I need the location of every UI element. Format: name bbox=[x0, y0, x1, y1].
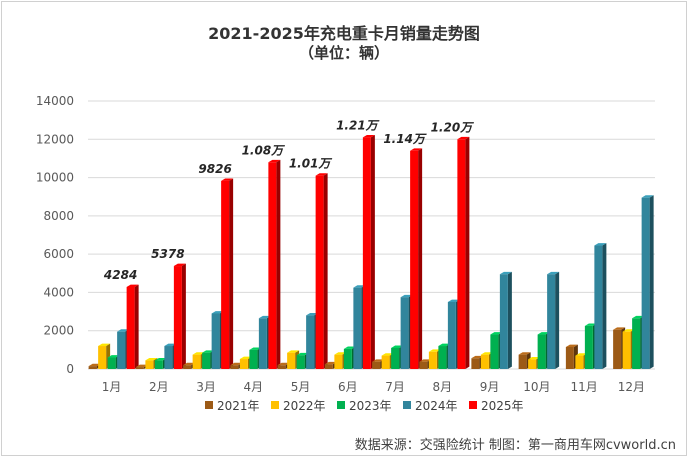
bar-2025年-7月 bbox=[410, 148, 423, 369]
legend-swatch bbox=[271, 401, 279, 409]
x-tick-label: 1月 bbox=[102, 380, 122, 394]
y-tick-label: 4000 bbox=[43, 285, 74, 299]
legend-item: 2021年 bbox=[205, 399, 260, 413]
chart-title: 2021-2025年充电重卡月销量走势图 bbox=[208, 24, 480, 43]
data-label: 1.21万 bbox=[336, 118, 380, 132]
y-tick-label: 14000 bbox=[36, 94, 74, 108]
legend-swatch bbox=[403, 401, 411, 409]
legend-item: 2022年 bbox=[271, 399, 326, 413]
y-tick-label: 8000 bbox=[43, 209, 74, 223]
data-label: 1.14万 bbox=[383, 132, 427, 146]
bars bbox=[88, 134, 654, 369]
legend-label: 2025年 bbox=[481, 399, 524, 413]
legend-item: 2025年 bbox=[469, 399, 524, 413]
legend: 2021年 2022年 2023年 2024年 2025年 bbox=[205, 399, 524, 413]
bar-2025年-4月 bbox=[268, 159, 281, 369]
legend-label: 2023年 bbox=[349, 399, 392, 413]
x-tick-label: 2月 bbox=[149, 380, 169, 394]
y-tick-label: 0 bbox=[66, 362, 74, 376]
x-axis: 1月 2月 3月 4月 5月 6月 7月 8月 9月 10月 11月 12月 bbox=[102, 380, 645, 394]
x-tick-label: 9月 bbox=[480, 380, 500, 394]
x-tick-label: 10月 bbox=[523, 380, 550, 394]
source-note: 数据来源：交强险统计 制图：第一商用车网cvworld.cn bbox=[354, 438, 676, 453]
legend-item: 2024年 bbox=[403, 399, 458, 413]
y-tick-label: 6000 bbox=[43, 247, 74, 261]
y-tick-label: 12000 bbox=[36, 132, 74, 146]
y-tick-label: 10000 bbox=[36, 171, 74, 185]
x-tick-label: 5月 bbox=[291, 380, 311, 394]
x-tick-label: 8月 bbox=[433, 380, 453, 394]
legend-label: 2022年 bbox=[283, 399, 326, 413]
bar-2024年-12月 bbox=[641, 195, 654, 369]
chart-subtitle: （单位：辆） bbox=[298, 44, 389, 62]
legend-item: 2023年 bbox=[337, 399, 392, 413]
legend-swatch bbox=[337, 401, 345, 409]
y-tick-label: 2000 bbox=[43, 324, 74, 338]
bar-2025年-8月 bbox=[457, 136, 470, 369]
legend-label: 2021年 bbox=[217, 399, 260, 413]
legend-label: 2024年 bbox=[415, 399, 458, 413]
bar-2024年-9月 bbox=[499, 271, 512, 369]
x-tick-label: 11月 bbox=[570, 380, 597, 394]
legend-swatch bbox=[469, 401, 477, 409]
x-tick-label: 4月 bbox=[244, 380, 264, 394]
data-label: 1.01万 bbox=[289, 157, 333, 171]
data-label: 4284 bbox=[103, 268, 137, 282]
bar-2024年-11月 bbox=[594, 243, 607, 369]
bar-2025年-2月 bbox=[173, 263, 186, 369]
bar-2025年-5月 bbox=[315, 173, 328, 369]
legend-swatch bbox=[205, 401, 213, 409]
bar-2025年-3月 bbox=[221, 178, 234, 369]
x-tick-label: 7月 bbox=[385, 380, 405, 394]
data-label: 5378 bbox=[151, 247, 184, 261]
bar-2024年-10月 bbox=[547, 271, 560, 369]
x-tick-label: 3月 bbox=[196, 380, 216, 394]
x-tick-label: 6月 bbox=[338, 380, 358, 394]
bar-2025年-6月 bbox=[362, 134, 375, 369]
y-axis: 0 2000 4000 6000 8000 10000 12000 14000 bbox=[36, 94, 74, 376]
data-label: 1.08万 bbox=[242, 143, 286, 157]
x-tick-label: 12月 bbox=[618, 380, 645, 394]
data-label: 9826 bbox=[198, 162, 231, 176]
data-label: 1.20万 bbox=[431, 120, 475, 134]
bar-2025年-1月 bbox=[126, 284, 139, 369]
